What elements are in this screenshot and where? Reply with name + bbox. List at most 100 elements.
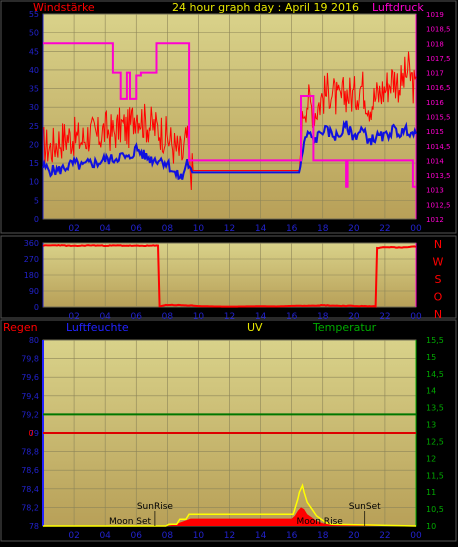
pressure-y-tick-label: 1012 [426, 216, 444, 224]
wind-y-tick-label: 45 [29, 47, 39, 56]
climate-x-tick-label: 20 [348, 531, 360, 541]
pressure-y-tick-label: 1018 [426, 40, 444, 48]
direction-x-tick-label: 20 [348, 312, 360, 322]
temperature-y-tick-label: 15,5 [426, 336, 444, 345]
temperature-y-tick-label: 11,5 [426, 471, 444, 480]
climate-x-tick-label: 06 [131, 531, 143, 541]
humidity-y-tick-label: 78,6 [21, 466, 39, 475]
wind-y-tick-label: 35 [29, 85, 39, 94]
direction-x-tick-label: 02 [68, 312, 79, 322]
direction-x-tick-label: 08 [162, 312, 174, 322]
pressure-y-tick-label: 1018,5 [426, 26, 451, 34]
chart-title: 24 hour graph day : April 19 2016 [172, 1, 359, 14]
panel-frame-middle [0, 235, 457, 319]
pressure-y-tick-label: 1014,5 [426, 143, 451, 151]
climate-x-tick-label: 02 [68, 531, 79, 541]
pressure-line [43, 42, 416, 188]
wind-x-tick-label: 12 [224, 224, 235, 234]
climate-x-tick-label: 12 [224, 531, 235, 541]
direction-x-tick-label: 06 [131, 312, 143, 322]
compass-label: O [434, 291, 443, 304]
annotation-label: Moon Set [109, 517, 152, 527]
humidity-y-tick-label: 78,8 [21, 448, 39, 457]
humidity-y-tick-label: 79 [29, 429, 39, 438]
humidity-axis-label: Luftfeuchte [66, 321, 129, 334]
wind-y-tick-label: 30 [29, 103, 39, 112]
direction-x-tick-label: 04 [99, 312, 111, 322]
direction-x-tick-label: 10 [193, 312, 205, 322]
temperature-y-tick-label: 10,5 [426, 505, 444, 514]
pressure-y-tick-label: 1017,5 [426, 55, 451, 63]
uv-axis-label: UV [247, 321, 263, 334]
temperature-y-tick-label: 12 [426, 454, 436, 463]
climate-x-tick-label: 22 [379, 531, 390, 541]
direction-x-tick-label: 18 [317, 312, 329, 322]
pressure-y-tick-label: 1013,5 [426, 172, 451, 180]
humidity-y-tick-label: 78,4 [21, 485, 39, 494]
pressure-y-tick-label: 1017 [426, 70, 444, 78]
annotation-label: SunRise [137, 502, 174, 512]
compass-label: N [434, 308, 442, 321]
temperature-y-tick-label: 12,5 [426, 437, 444, 446]
pressure-y-tick-label: 1013 [426, 187, 444, 195]
wind-x-tick-label: 18 [317, 224, 329, 234]
annotation-label: Moon Rise [296, 517, 343, 527]
uv-outline-line [43, 483, 417, 527]
temperature-axis-label: Temperatur [312, 321, 377, 334]
humidity-y-tick-label: 79,8 [21, 355, 39, 364]
wind-y-tick-label: 55 [29, 10, 39, 19]
panel-frame-bottom [0, 319, 457, 542]
wind-average-line [42, 119, 417, 181]
wind-y-tick-label: 10 [29, 178, 39, 187]
direction-x-tick-label: 12 [224, 312, 235, 322]
compass-label: W [433, 256, 444, 269]
wind-y-tick-label: 25 [29, 122, 39, 131]
wind-y-tick-label: 15 [29, 159, 39, 168]
direction-y-tick-label: 180 [24, 271, 39, 280]
pressure-y-tick-label: 1016,5 [426, 84, 451, 92]
temperature-y-tick-label: 13,5 [426, 404, 444, 413]
direction-y-tick-label: 0 [34, 303, 39, 312]
wind-x-tick-label: 20 [348, 224, 360, 234]
direction-y-tick-label: 360 [24, 239, 39, 248]
pressure-y-tick-label: 1012,5 [426, 201, 451, 209]
temperature-y-tick-label: 10 [426, 522, 436, 531]
wind-y-tick-label: 0 [34, 215, 39, 224]
wind-x-tick-label: 02 [68, 224, 79, 234]
compass-label: N [434, 238, 442, 251]
climate-x-tick-label: 14 [255, 531, 267, 541]
temperature-y-tick-label: 11 [426, 488, 436, 497]
wind-x-tick-label: 16 [286, 224, 298, 234]
temperature-y-tick-label: 14 [426, 387, 436, 396]
rain-humidity-uv-temperature-chart: 02 04 06 08 10 12 14 16 18 20 22 00 78 78,2 78,4 78,6 78… [21, 336, 444, 541]
rain-axis-label: Regen [3, 321, 38, 334]
wind-y-tick-label: 50 [29, 29, 39, 38]
annotation-label: SunSet [349, 502, 381, 512]
climate-x-tick-label: 00 [410, 531, 422, 541]
climate-x-tick-label: 08 [162, 531, 174, 541]
pressure-y-tick-label: 1014 [426, 157, 444, 165]
temperature-y-tick-label: 13 [426, 421, 436, 430]
wind-y-tick-label: 20 [29, 140, 39, 149]
climate-x-tick-label: 18 [317, 531, 329, 541]
wind-x-tick-label: 08 [162, 224, 174, 234]
temperature-y-tick-label: 14,5 [426, 370, 444, 379]
uv-fill-area [43, 507, 416, 526]
climate-x-tick-label: 04 [99, 531, 111, 541]
wind-axis-label: Windstärke [33, 1, 95, 14]
compass-label: S [435, 273, 442, 286]
pressure-y-tick-label: 1015,5 [426, 114, 451, 122]
wind-x-tick-label: 22 [379, 224, 390, 234]
climate-x-tick-label: 16 [286, 531, 298, 541]
humidity-y-tick-label: 79,2 [21, 410, 39, 419]
wind-x-tick-label: 06 [131, 224, 143, 234]
direction-x-tick-label: 14 [255, 312, 267, 322]
humidity-y-tick-label: 79,4 [21, 392, 39, 401]
pressure-axis-label: Luftdruck [372, 1, 424, 14]
rain-zero-label: 0 [28, 429, 33, 438]
wind-direction-line [42, 243, 417, 308]
wind-x-tick-label: 14 [255, 224, 267, 234]
